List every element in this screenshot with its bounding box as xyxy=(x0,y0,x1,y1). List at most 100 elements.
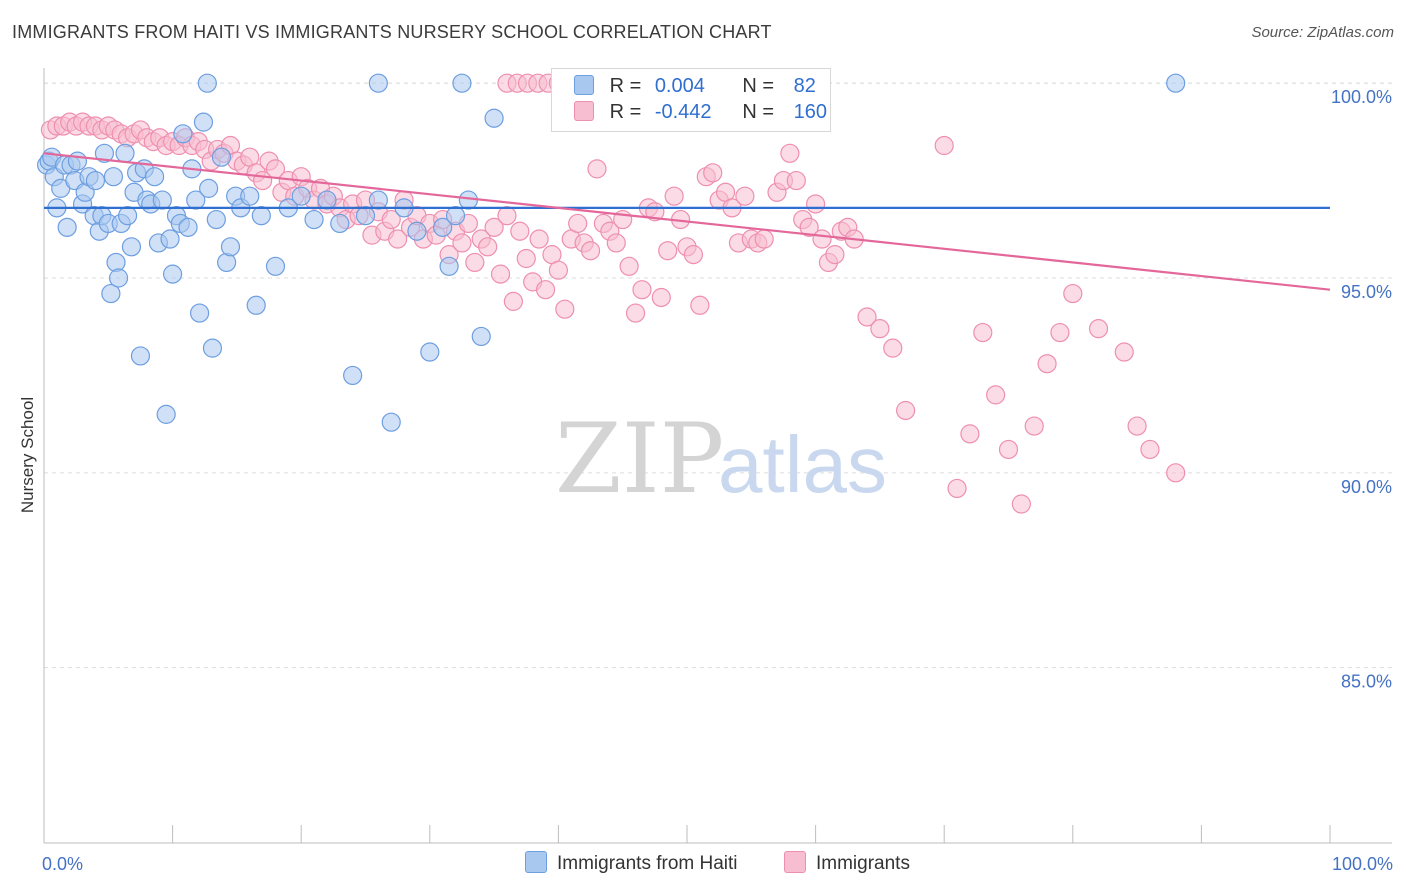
point-haiti xyxy=(420,342,440,362)
point-immigrants xyxy=(625,303,646,323)
point-haiti xyxy=(106,252,126,273)
point-haiti xyxy=(115,143,135,163)
point-immigrants xyxy=(960,424,980,444)
legend-row-haiti: R = 0.004 N = 82 xyxy=(574,75,816,101)
point-immigrants xyxy=(548,260,569,280)
point-immigrants xyxy=(1127,416,1147,436)
point-immigrants xyxy=(516,248,536,269)
point-haiti xyxy=(471,326,491,347)
point-immigrants xyxy=(1024,416,1044,436)
point-immigrants xyxy=(490,264,511,284)
point-immigrants xyxy=(780,143,800,163)
axes xyxy=(43,68,1392,844)
point-haiti xyxy=(220,237,241,257)
point-haiti xyxy=(57,217,77,237)
point-immigrants xyxy=(805,194,826,214)
point-haiti xyxy=(186,190,206,210)
point-immigrants xyxy=(799,217,819,237)
point-immigrants xyxy=(452,233,472,253)
point-haiti xyxy=(160,229,180,249)
trend-lines xyxy=(43,152,1331,291)
watermark-atlas: atlas xyxy=(718,420,887,509)
point-immigrants xyxy=(619,256,639,276)
point-immigrants xyxy=(998,439,1019,460)
point-immigrants xyxy=(1140,439,1160,460)
point-immigrants xyxy=(934,135,954,156)
legend-swatch-immigrants xyxy=(574,101,594,121)
point-immigrants xyxy=(606,233,626,253)
point-haiti xyxy=(381,412,401,432)
point-haiti xyxy=(433,217,453,237)
x-tick-label-max: 100.0% xyxy=(1332,854,1393,874)
point-haiti xyxy=(67,151,88,171)
point-haiti xyxy=(355,206,376,226)
point-haiti xyxy=(330,213,350,234)
point-immigrants xyxy=(587,159,607,179)
point-immigrants xyxy=(1088,319,1109,339)
point-haiti xyxy=(101,283,121,304)
point-immigrants xyxy=(580,241,601,261)
point-haiti xyxy=(173,124,193,144)
point-haiti xyxy=(206,209,226,230)
point-haiti xyxy=(439,256,459,276)
point-haiti xyxy=(304,209,324,230)
point-immigrants xyxy=(664,186,684,206)
point-immigrants xyxy=(1063,283,1083,304)
bottom-legend-swatch-haiti xyxy=(525,851,547,873)
point-immigrants xyxy=(825,245,845,265)
point-immigrants xyxy=(381,209,401,230)
point-haiti xyxy=(452,73,472,93)
point-immigrants xyxy=(690,295,710,315)
point-haiti xyxy=(407,221,427,241)
point-immigrants xyxy=(857,307,877,327)
point-haiti xyxy=(121,237,142,257)
legend-swatch-haiti xyxy=(574,75,594,95)
correlation-legend: R = 0.004 N = 82 R = -0.442 N = 160 xyxy=(551,68,831,132)
point-immigrants xyxy=(478,237,498,257)
point-immigrants xyxy=(786,170,806,191)
point-haiti xyxy=(240,186,260,206)
point-immigrants xyxy=(568,213,588,234)
point-haiti xyxy=(117,206,138,226)
point-haiti xyxy=(193,112,214,132)
point-haiti xyxy=(156,404,176,424)
point-haiti xyxy=(199,178,219,198)
point-haiti xyxy=(368,190,388,210)
point-haiti xyxy=(197,73,217,93)
bottom-legend-label-immigrants: Immigrants xyxy=(816,853,910,874)
point-haiti xyxy=(152,190,172,210)
point-immigrants xyxy=(812,229,832,249)
legend-row-immigrants: R = -0.442 N = 160 xyxy=(574,101,827,127)
point-immigrants xyxy=(735,186,755,206)
point-haiti xyxy=(211,147,232,167)
watermark-zip: ZIP xyxy=(555,403,724,515)
point-haiti xyxy=(217,252,237,273)
point-haiti xyxy=(178,217,198,237)
point-immigrants xyxy=(484,217,504,237)
trend-line-immigrants xyxy=(43,152,1331,291)
point-immigrants xyxy=(658,241,678,261)
point-immigrants xyxy=(535,280,556,300)
point-immigrants xyxy=(465,252,485,273)
point-immigrants xyxy=(703,163,723,183)
y-tick-label: 90.0% xyxy=(1341,477,1392,497)
point-haiti xyxy=(317,190,337,210)
point-haiti xyxy=(130,346,151,366)
legend-n-value-immigrants: 160 xyxy=(793,101,827,123)
legend-n-label: N = xyxy=(742,75,775,97)
point-haiti xyxy=(190,303,210,323)
point-haiti xyxy=(251,206,271,226)
x-tick-label-min: 0.0% xyxy=(42,854,83,874)
point-haiti xyxy=(94,143,115,163)
point-haiti xyxy=(343,365,363,386)
point-haiti xyxy=(1166,73,1186,93)
legend-r-value-haiti: 0.004 xyxy=(654,75,705,97)
point-haiti xyxy=(368,73,388,93)
point-immigrants xyxy=(1166,463,1186,483)
point-immigrants xyxy=(883,338,903,358)
point-immigrants xyxy=(632,280,652,300)
y-tick-label: 100.0% xyxy=(1331,87,1392,107)
legend-n-value-haiti: 82 xyxy=(793,75,816,97)
point-immigrants xyxy=(870,319,890,339)
